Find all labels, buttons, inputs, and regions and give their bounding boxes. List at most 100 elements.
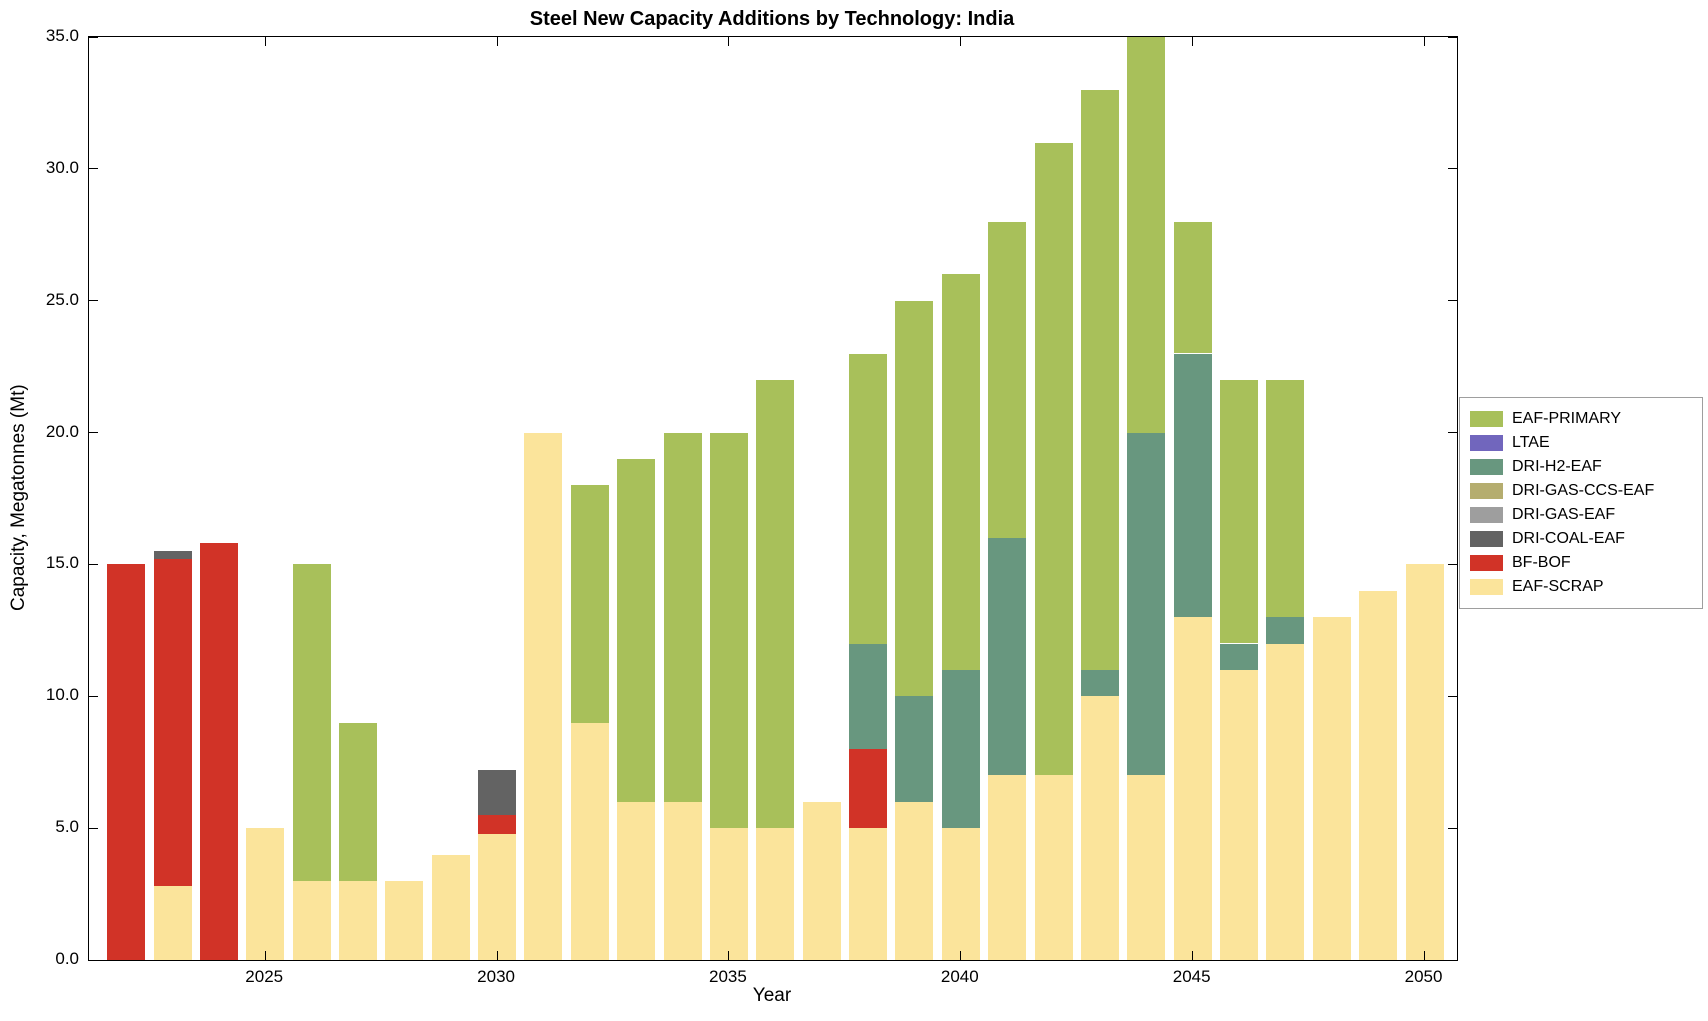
legend-label: DRI-GAS-CCS-EAF	[1512, 482, 1655, 499]
bar-segment-dri-h2-eaf	[1220, 643, 1258, 670]
bar-segment-eaf-scrap	[988, 775, 1027, 960]
bar-segment-eaf-scrap	[338, 880, 377, 960]
bar-segment-eaf-scrap	[1359, 590, 1398, 960]
y-tick-label: 10.0	[45, 685, 79, 705]
bar-segment-eaf-primary	[1266, 379, 1305, 618]
bar-segment-eaf-primary	[663, 432, 702, 802]
bar-segment-eaf-primary	[988, 221, 1027, 539]
bar-segment-eaf-scrap	[617, 801, 656, 960]
bar-segment-eaf-scrap	[709, 828, 748, 960]
chart-title: Steel New Capacity Additions by Technolo…	[529, 8, 1015, 30]
bar-segment-eaf-scrap	[1266, 643, 1305, 960]
y-tick-label: 35.0	[45, 26, 79, 45]
legend-item-eaf-primary: EAF-PRIMARY	[1470, 407, 1692, 431]
x-tick-label: 2035	[709, 967, 747, 986]
bar-segment-eaf-primary	[895, 300, 934, 697]
y-tick-mark	[1448, 563, 1457, 565]
y-tick-mark	[1448, 300, 1457, 302]
x-tick-mark	[1192, 951, 1194, 960]
y-tick-mark	[1448, 695, 1457, 697]
legend-item-ltae: LTAE	[1470, 431, 1692, 455]
y-tick-mark	[1448, 168, 1457, 170]
legend: EAF-PRIMARY LTAE DRI-H2-EAF DRI-GAS-CCS-EAF…	[1459, 397, 1703, 609]
legend-item-dri-coal-eaf: DRI-COAL-EAF	[1470, 527, 1692, 551]
legend-label: DRI-H2-EAF	[1512, 458, 1602, 475]
y-tick-mark	[89, 168, 98, 170]
bar-segment-eaf-scrap	[246, 828, 285, 960]
bar-segment-eaf-scrap	[524, 432, 563, 960]
y-tick-mark	[89, 36, 98, 38]
bar-segment-eaf-scrap	[663, 801, 702, 960]
bar-segment-dri-coal-eaf	[153, 551, 192, 560]
y-tick-label: 0.0	[55, 949, 79, 968]
bar-segment-dri-h2-eaf	[1080, 669, 1119, 697]
x-tick-mark	[496, 951, 498, 960]
y-tick-mark	[1448, 36, 1457, 38]
x-tick-mark	[1192, 37, 1194, 46]
x-tick-label: 2030	[477, 967, 515, 986]
legend-swatch-ltae	[1470, 435, 1503, 451]
bar-segment-eaf-scrap	[1312, 617, 1351, 960]
legend-label: DRI-GAS-EAF	[1512, 506, 1616, 523]
bar-segment-dri-h2-eaf	[941, 669, 980, 829]
legend-label: LTAE	[1512, 434, 1550, 451]
bar-segment-eaf-primary	[941, 274, 980, 670]
bar-segment-dri-h2-eaf	[1127, 432, 1166, 776]
bar-segment-dri-h2-eaf	[988, 538, 1027, 776]
y-tick-mark	[89, 959, 98, 961]
bar-segment-eaf-scrap	[756, 828, 795, 960]
bar-segment-dri-h2-eaf	[895, 696, 934, 802]
bar-segment-eaf-scrap	[431, 854, 470, 960]
bar-segment-eaf-primary	[1080, 89, 1119, 670]
bar-segment-eaf-primary	[1127, 37, 1166, 433]
bar-segment-eaf-primary	[849, 353, 888, 644]
legend-swatch-eaf-scrap	[1470, 579, 1503, 595]
y-tick-mark	[89, 827, 98, 829]
legend-swatch-bf-bof	[1470, 555, 1503, 571]
x-tick-mark	[1424, 37, 1426, 46]
x-tick-mark	[264, 951, 266, 960]
bar-segment-dri-coal-eaf	[478, 770, 517, 815]
bar-segment-eaf-primary	[756, 379, 795, 829]
bar-segment-eaf-scrap	[849, 828, 888, 960]
bar-segment-eaf-scrap	[1405, 564, 1444, 960]
bar-segment-bf-bof	[199, 543, 238, 960]
bar-segment-eaf-primary	[1220, 379, 1258, 644]
y-tick-label: 30.0	[45, 157, 79, 177]
bar-segment-bf-bof	[107, 564, 146, 960]
bar-segment-eaf-scrap	[1220, 669, 1258, 960]
bar-segment-eaf-primary	[1034, 142, 1073, 776]
legend-item-bf-bof: BF-BOF	[1470, 551, 1692, 575]
bar-segment-eaf-primary	[709, 432, 748, 829]
legend-item-eaf-scrap: EAF-SCRAP	[1470, 575, 1692, 599]
bar-segment-eaf-primary	[1173, 221, 1212, 354]
bar-segment-eaf-scrap	[802, 801, 841, 960]
bar-segment-dri-h2-eaf	[1266, 617, 1305, 644]
bar-segment-eaf-scrap	[1127, 775, 1166, 960]
y-tick-label: 5.0	[55, 817, 79, 837]
bar-segment-eaf-primary	[292, 564, 331, 881]
x-tick-label: 2025	[245, 967, 284, 986]
legend-item-dri-h2-eaf: DRI-H2-EAF	[1470, 455, 1692, 479]
legend-label: BF-BOF	[1512, 554, 1571, 571]
legend-swatch-dri-gas-eaf	[1470, 507, 1503, 523]
x-tick-mark	[960, 951, 962, 960]
bar-segment-bf-bof	[153, 559, 192, 887]
x-tick-label: 2040	[940, 967, 979, 986]
y-tick-mark	[1448, 432, 1457, 434]
y-tick-label: 15.0	[45, 553, 79, 573]
bar-segment-eaf-scrap	[895, 801, 934, 960]
y-tick-mark	[1448, 959, 1457, 961]
y-tick-label: 25.0	[45, 289, 79, 309]
legend-item-dri-gas-ccs-eaf: DRI-GAS-CCS-EAF	[1470, 479, 1692, 503]
y-tick-mark	[89, 432, 98, 434]
x-tick-mark	[960, 37, 962, 46]
legend-item-dri-gas-eaf: DRI-GAS-EAF	[1470, 503, 1692, 527]
bar-segment-eaf-scrap	[1080, 696, 1119, 960]
x-tick-mark	[264, 37, 266, 46]
y-tick-mark	[89, 300, 98, 302]
legend-label: EAF-SCRAP	[1512, 578, 1604, 595]
bar-segment-eaf-primary	[570, 485, 609, 723]
bar-segment-eaf-scrap	[292, 880, 331, 960]
